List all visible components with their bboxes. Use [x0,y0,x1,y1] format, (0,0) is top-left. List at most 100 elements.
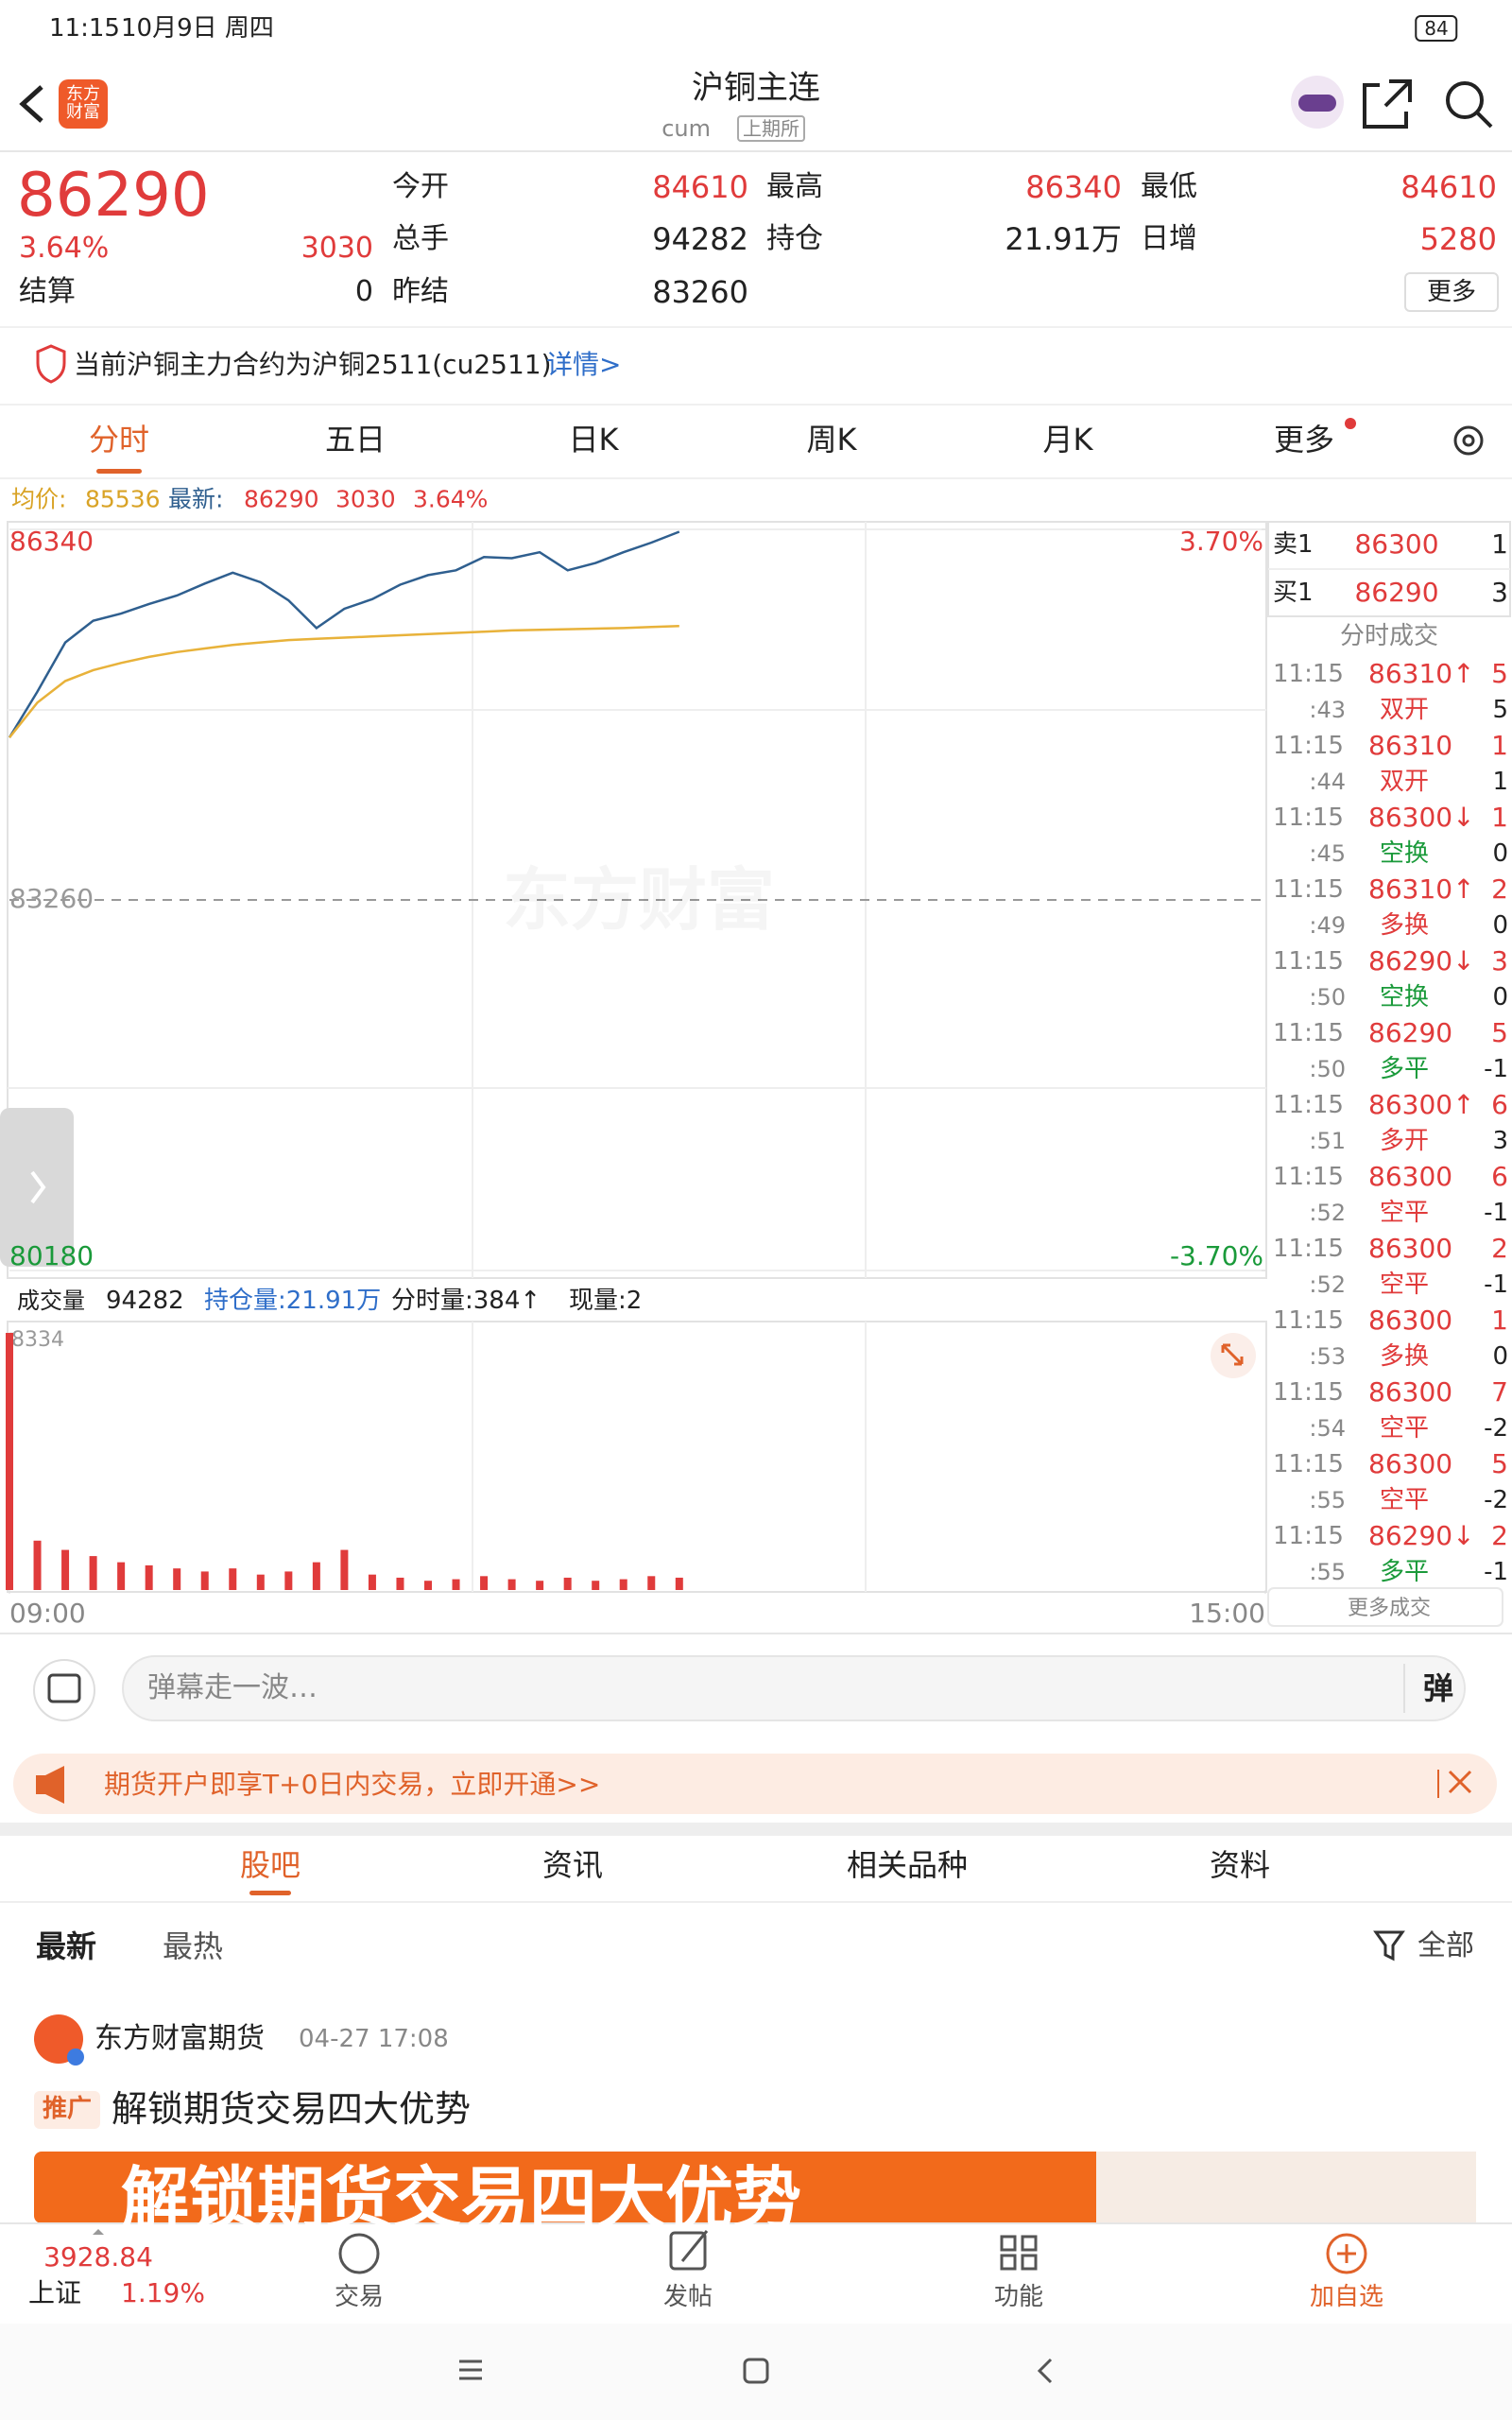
book-volume: 3 [1491,577,1508,608]
y-tick-label: 8334 [11,1328,64,1352]
trade-time: 11:15 [1273,732,1344,760]
trade-oi: 0 [1492,839,1508,868]
trade-price: 86300 [1368,1233,1453,1264]
promo-text[interactable]: 期货开户即享T+0日内交易，立即开通>> [104,1769,601,1800]
volume-bar [536,1581,544,1590]
exchange: 上期所 [737,115,805,142]
filter-all[interactable]: 全部 [1418,1929,1474,1962]
chart-tab[interactable]: 五日 [324,422,387,458]
section-tab[interactable]: 相关品种 [846,1847,969,1883]
x-tick-label: 09:00 [9,1598,86,1629]
chart-tab[interactable]: 分时 [88,422,150,458]
trade-price: 86310↑ [1368,658,1475,689]
trade-volume: 1 [1491,730,1508,761]
trade-price: 86300 [1368,1448,1453,1479]
y-tick-label: 83260 [9,883,94,914]
trade-kind: 多平 [1379,1055,1430,1083]
book-label: 卖1 [1273,530,1314,559]
nav-item[interactable]: 发帖 [662,2283,713,2311]
volume-bar [256,1574,265,1590]
x-tick-label: 15:00 [1189,1598,1265,1629]
trade-oi: 0 [1492,911,1508,940]
index-name: 上证 [28,2277,82,2308]
y-tick-label: 80180 [9,1240,94,1271]
chart-tab[interactable]: 更多 [1273,422,1335,458]
trade-oi: -1 [1484,1558,1508,1586]
chart-tab[interactable]: 周K [806,422,857,458]
trade-time: 11:15 [1273,1019,1344,1047]
trade-price: 86290↓ [1368,945,1475,977]
volume-bar [647,1576,656,1590]
trade-volume: 5 [1491,658,1508,689]
trade-time: 11:15 [1273,660,1344,688]
watermark: 东方财富 [503,866,775,934]
filter-option[interactable]: 最新 [36,1928,97,1964]
volume-bar [424,1581,432,1590]
trade-kind: 空换 [1379,839,1430,868]
trade-volume: 6 [1491,1161,1508,1192]
field-label: 最低 [1141,170,1197,203]
book-price: 86300 [1354,528,1439,560]
open-interest: 持仓量:21.91万 [204,1287,382,1315]
summary-pct: 3.64% [413,485,489,513]
nav-item[interactable]: 功能 [993,2283,1044,2311]
volume-bar [200,1571,209,1590]
trade-kind: 空平 [1379,1270,1430,1299]
index-value: 3928.84 [43,2241,153,2273]
section-tab[interactable]: 资料 [1209,1847,1271,1883]
more-trades[interactable]: 更多成交 [1347,1597,1432,1620]
volume-bar [619,1579,627,1590]
trade-second: :44 [1309,769,1346,795]
trade-second: :55 [1309,1559,1346,1585]
volume-label[interactable]: 成交量 [17,1288,85,1314]
more-button[interactable]: 更多 [1403,272,1500,312]
trade-oi: 3 [1492,1127,1508,1155]
trade-volume: 2 [1491,1520,1508,1551]
trade-price: 86310↑ [1368,873,1475,905]
trade-time: 11:15 [1273,1522,1344,1550]
volume-bar [89,1556,97,1590]
settle: 0 [354,275,373,308]
y2-tick-label: 3.70% [1179,526,1263,557]
latest-label: 最新: [168,485,224,513]
trade-volume: 1 [1491,1305,1508,1336]
field-label: 今开 [392,170,449,203]
field-value: 5280 [1419,221,1497,257]
trade-kind: 双开 [1379,696,1430,724]
y-tick-label: 86340 [9,526,94,557]
chart-tab[interactable]: 月K [1042,422,1093,458]
post-author: 东方财富期货 [94,2022,265,2055]
field-value: 94282 [652,221,748,257]
volume-bar [61,1549,70,1590]
volume-bar [480,1576,489,1590]
section-tab[interactable]: 股吧 [239,1847,301,1883]
volume-bar [563,1577,572,1590]
trade-second: :49 [1309,912,1346,939]
volume-bar [229,1568,237,1590]
comment-input[interactable]: 弹幕走一波… [147,1671,318,1704]
trade-second: :52 [1309,1200,1346,1226]
price-line [8,530,680,738]
comment-button[interactable]: 弹 [1422,1670,1454,1706]
field-label: 昨结 [392,275,449,308]
nav-item[interactable]: 交易 [334,2283,385,2311]
notice-link[interactable]: 详情> [546,349,622,380]
post-banner: 解锁期货交易四大优势 [121,2159,802,2238]
field-value: 86340 [1025,169,1122,205]
trade-time: 11:15 [1273,947,1344,976]
book-label: 买1 [1273,579,1314,607]
trade-time: 11:15 [1273,1091,1344,1119]
post-title[interactable]: 解锁期货交易四大优势 [112,2088,472,2130]
index-change: 1.19% [121,2277,205,2308]
filter-option[interactable]: 最热 [163,1928,224,1964]
chart-tab[interactable]: 日K [568,422,619,458]
code: cum [662,115,711,142]
trade-second: :43 [1309,697,1346,723]
latest: 86290 [244,485,319,513]
trade-second: :50 [1309,984,1346,1011]
section-tab[interactable]: 资讯 [541,1847,604,1883]
nav-item[interactable]: 加自选 [1309,2283,1384,2311]
